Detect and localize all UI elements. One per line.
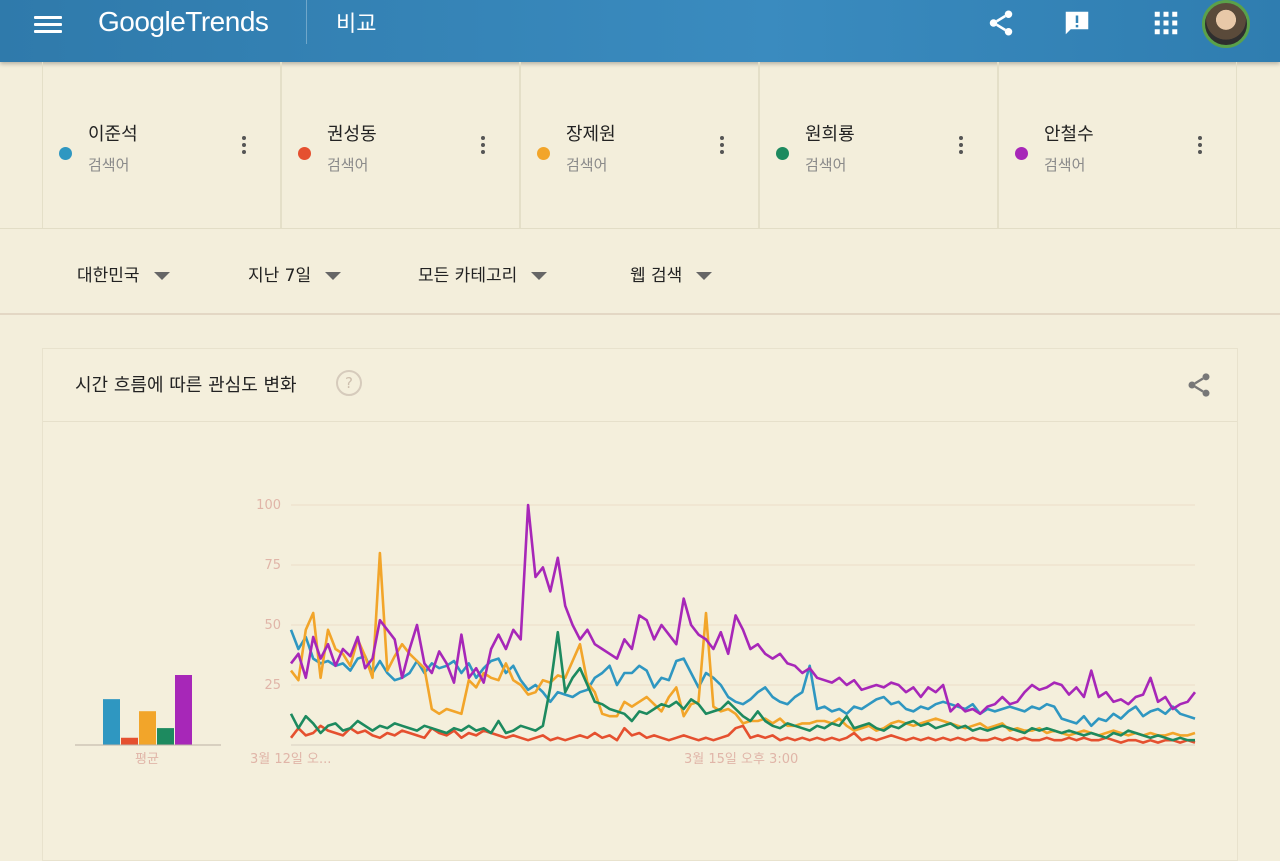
term-card-2[interactable]: 권성동 검색어 (281, 62, 520, 228)
google-trends-logo[interactable]: GoogleTrends (98, 6, 269, 37)
more-vert-icon[interactable] (958, 136, 964, 158)
average-bar (175, 675, 192, 745)
color-dot (59, 147, 72, 160)
term-card-1[interactable]: 이준석 검색어 (42, 62, 281, 228)
page-title: 비교 (336, 12, 377, 37)
x-tick-label: 3월 15일 오후 3:00 (684, 752, 798, 767)
term-name: 장제원 (566, 124, 616, 145)
average-label: 평균 (135, 752, 159, 767)
feedback-icon[interactable] (1062, 8, 1092, 38)
card-title: 시간 흐름에 따른 관심도 변화 (75, 375, 297, 396)
term-type: 검색어 (566, 156, 608, 174)
interest-chart: 100 75 50 25 3월 12일 오... 3월 15일 오후 3:00 평균 (75, 498, 1197, 767)
caret-down-icon (696, 272, 713, 280)
term-name: 이준석 (88, 124, 138, 145)
average-bar (103, 699, 120, 745)
series-line (289, 503, 1197, 716)
category-dropdown[interactable]: 모든 카테고리 (418, 261, 548, 286)
filters-bar: 대한민국 지난 7일 모든 카테고리 웹 검색 (0, 229, 1280, 315)
color-dot (537, 147, 550, 160)
term-type: 검색어 (327, 156, 369, 174)
term-card-3[interactable]: 장제원 검색어 (520, 62, 759, 228)
term-type: 검색어 (805, 156, 847, 174)
term-type: 검색어 (1044, 156, 1086, 174)
filters-divider (0, 228, 1280, 229)
more-vert-icon[interactable] (719, 136, 725, 158)
hamburger-menu-icon[interactable] (34, 12, 62, 36)
share-icon[interactable] (1185, 371, 1213, 399)
term-name: 원희룡 (805, 124, 855, 145)
comparison-terms: 이준석 검색어 권성동 검색어 장제원 검색어 원희룡 검색어 안철수 검색어 (42, 62, 1238, 228)
color-dot (298, 147, 311, 160)
color-dot (776, 147, 789, 160)
caret-down-icon (153, 272, 170, 280)
term-card-4[interactable]: 원희룡 검색어 (759, 62, 998, 228)
series-line (289, 629, 1196, 728)
more-vert-icon[interactable] (480, 136, 486, 158)
average-bar (121, 737, 138, 745)
series-line (289, 630, 1195, 742)
avatar[interactable] (1202, 0, 1250, 48)
series-line (289, 551, 1196, 737)
color-dot (1015, 147, 1028, 160)
term-card-5[interactable]: 안철수 검색어 (998, 62, 1237, 228)
search-type-dropdown[interactable]: 웹 검색 (630, 261, 713, 286)
app-bar: GoogleTrends 비교 (0, 0, 1280, 62)
average-bar (157, 728, 174, 745)
y-tick-label: 75 (264, 558, 281, 573)
term-type: 검색어 (88, 156, 130, 174)
header-divider (306, 0, 307, 44)
more-vert-icon[interactable] (1197, 136, 1203, 158)
term-name: 권성동 (327, 124, 377, 145)
apps-grid-icon[interactable] (1151, 8, 1181, 38)
caret-down-icon (325, 272, 342, 280)
card-header: 시간 흐름에 따른 관심도 변화 ? (43, 349, 1237, 422)
y-tick-label: 25 (264, 678, 281, 693)
share-icon[interactable] (986, 8, 1016, 38)
caret-down-icon (531, 272, 548, 280)
interest-over-time-card: 시간 흐름에 따른 관심도 변화 ? 100 75 50 25 3월 12일 오... 3… (42, 348, 1238, 861)
help-icon[interactable]: ? (336, 370, 362, 396)
average-bar (139, 711, 156, 745)
series-line (289, 724, 1196, 744)
x-tick-label: 3월 12일 오... (250, 752, 331, 767)
y-tick-label: 50 (264, 618, 281, 633)
period-dropdown[interactable]: 지난 7일 (248, 261, 342, 286)
region-dropdown[interactable]: 대한민국 (77, 261, 170, 286)
more-vert-icon[interactable] (241, 136, 247, 158)
term-name: 안철수 (1044, 124, 1094, 145)
y-tick-label: 100 (256, 498, 281, 513)
